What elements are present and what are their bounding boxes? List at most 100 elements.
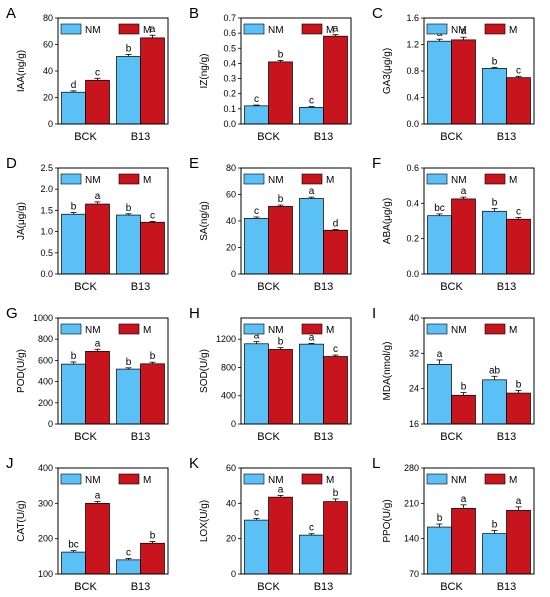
y-tick-label: 70 [409, 569, 419, 579]
legend-swatch-m [118, 23, 140, 35]
y-tick-label: 0.6 [406, 163, 419, 173]
y-tick-label: 1200 [216, 334, 236, 344]
significance-letter: b [150, 530, 156, 541]
legend-swatch-m [484, 173, 506, 185]
legend-label: M [509, 475, 517, 486]
y-tick-label: 32 [409, 348, 419, 358]
legend-label: NM [85, 175, 101, 186]
panel-label: A [6, 5, 16, 22]
y-tick-label: 40 [226, 498, 236, 508]
y-tick-label: 100 [38, 569, 53, 579]
panel-label: G [6, 305, 18, 322]
bar-nm-b13 [116, 368, 141, 425]
y-tick-label: 0.6 [223, 28, 236, 38]
significance-letter: a [95, 191, 101, 202]
significance-letter: d [333, 219, 339, 230]
y-tick-label: 0.0 [406, 269, 419, 279]
legend-swatch-nm [243, 173, 265, 185]
significance-letter: c [516, 65, 521, 76]
bar-m-bck [451, 39, 476, 125]
y-tick-label: 80 [43, 13, 53, 23]
bar-m-bck [85, 502, 110, 575]
significance-letter: a [437, 349, 443, 360]
significance-letter: a [461, 494, 467, 505]
y-tick-label: 0.2 [223, 89, 236, 99]
significance-letter: b [278, 337, 284, 348]
legend-label: NM [85, 25, 101, 36]
y-tick-label: 0.4 [406, 198, 419, 208]
y-tick-label: 0.3 [223, 74, 236, 84]
x-tick-label: B13 [131, 431, 151, 443]
bar-m-b13 [506, 392, 531, 425]
bar-nm-bck [61, 363, 86, 425]
legend-label: M [326, 475, 334, 486]
significance-letter: a [516, 496, 522, 507]
significance-letter: c [254, 206, 259, 217]
legend-swatch-nm [243, 473, 265, 485]
y-tick-label: 1.2 [406, 40, 419, 50]
bar-nm-b13 [299, 106, 324, 125]
y-axis-label: GA3(μg/g) [382, 48, 393, 94]
y-tick-label: 0.0 [223, 119, 236, 129]
y-tick-label: 1.6 [406, 13, 419, 23]
panel-label: E [189, 155, 199, 172]
panel-label: C [372, 5, 383, 22]
significance-letter: c [95, 67, 100, 78]
y-tick-label: 60 [226, 463, 236, 473]
x-tick-label: BCK [257, 431, 280, 443]
significance-letter: c [254, 94, 259, 105]
legend-label: NM [85, 475, 101, 486]
y-axis-label: CAT(U/g) [16, 500, 27, 541]
plot-frame [423, 317, 535, 425]
plot-frame [57, 467, 169, 575]
bar-nm-bck [61, 551, 86, 575]
significance-letter: b [278, 194, 284, 205]
bar-m-b13 [506, 510, 531, 575]
x-tick-label: B13 [314, 281, 334, 293]
significance-letter: c [150, 210, 155, 221]
y-tick-label: 20 [226, 243, 236, 253]
panel-label: K [189, 455, 199, 472]
bar-nm-bck [244, 343, 269, 425]
legend-swatch-m [118, 173, 140, 185]
significance-letter: a [150, 24, 156, 35]
y-tick-label: 60 [43, 40, 53, 50]
significance-letter: a [95, 491, 101, 502]
legend-label: M [326, 175, 334, 186]
bar-nm-b13 [482, 379, 507, 425]
significance-letter: a [95, 338, 101, 349]
bar-nm-b13 [299, 343, 324, 425]
significance-letter: c [309, 96, 314, 107]
bar-m-b13 [140, 221, 165, 275]
x-tick-label: B13 [314, 581, 334, 593]
bar-nm-bck [427, 364, 452, 425]
plot-frame [423, 467, 535, 575]
bar-m-bck [268, 61, 293, 125]
legend-swatch-nm [60, 323, 82, 335]
y-axis-label: IAA(ng/g) [16, 50, 27, 92]
y-tick-label: 16 [409, 419, 419, 429]
bar-m-b13 [323, 35, 348, 125]
y-tick-label: 210 [404, 498, 419, 508]
legend-label: NM [451, 325, 467, 336]
x-tick-label: B13 [314, 431, 334, 443]
bar-nm-b13 [299, 534, 324, 575]
significance-letter: b [437, 513, 443, 524]
y-tick-label: 600 [38, 355, 53, 365]
legend-swatch-nm [426, 173, 448, 185]
bar-m-bck [268, 206, 293, 275]
y-axis-label: SOD(U/g) [199, 349, 210, 393]
y-tick-label: 40 [43, 66, 53, 76]
x-tick-label: BCK [257, 581, 280, 593]
bar-m-bck [85, 351, 110, 425]
y-axis-label: JA(μg/g) [16, 202, 27, 240]
panel-label: H [189, 305, 200, 322]
panel-J: Jbc a BCK c b B13 100 200 300 400 CAT(U/g) NM M [6, 455, 169, 593]
bar-m-b13 [140, 363, 165, 425]
significance-letter: c [516, 206, 521, 217]
y-tick-label: 2.0 [40, 184, 53, 194]
significance-letter: b [126, 43, 132, 54]
legend-label: M [509, 175, 517, 186]
legend-swatch-nm [426, 323, 448, 335]
significance-letter: b [71, 351, 77, 362]
